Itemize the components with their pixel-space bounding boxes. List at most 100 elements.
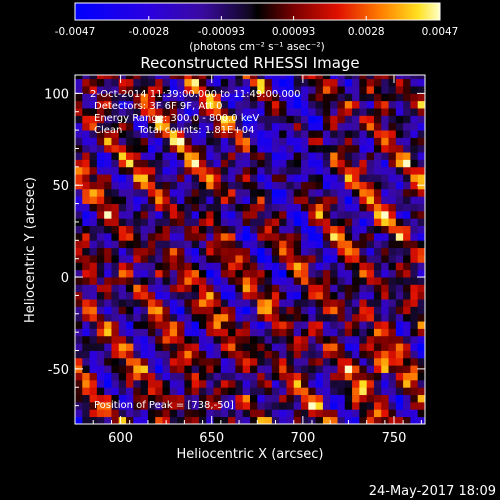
- heatmap-cell: [111, 152, 120, 160]
- heatmap-cell: [257, 284, 265, 293]
- heatmap-cell: [118, 387, 127, 396]
- heatmap-cell: [155, 306, 163, 315]
- heatmap-cell: [344, 343, 353, 351]
- heatmap-cell: [126, 394, 134, 403]
- heatmap-cell: [330, 379, 338, 388]
- heatmap-cell: [75, 78, 83, 87]
- heatmap-cell: [191, 379, 200, 388]
- heatmap-cell: [286, 387, 295, 396]
- heatmap-cell: [220, 144, 229, 153]
- heatmap-cell: [373, 255, 382, 263]
- heatmap-cell: [286, 93, 295, 102]
- heatmap-cell: [264, 357, 273, 366]
- heatmap-cell: [279, 416, 287, 424]
- heatmap-cell: [381, 78, 389, 87]
- heatmap-cell: [264, 137, 273, 146]
- heatmap-cell: [213, 196, 222, 204]
- heatmap-cell: [279, 299, 287, 307]
- heatmap-cell: [395, 277, 404, 285]
- heatmap-cell: [403, 394, 411, 403]
- heatmap-cell: [75, 313, 83, 322]
- heatmap-cell: [220, 100, 229, 109]
- heatmap-cell: [191, 335, 200, 344]
- heatmap-cell: [403, 321, 411, 329]
- heatmap-cell: [162, 277, 171, 285]
- heatmap-cell: [126, 306, 134, 315]
- heatmap-cell: [301, 269, 309, 278]
- heatmap-cell: [257, 218, 265, 227]
- heatmap-cell: [89, 100, 98, 109]
- heatmap-cell: [89, 291, 98, 300]
- heatmap-cell: [322, 350, 331, 359]
- heatmap-cell: [322, 409, 331, 418]
- heatmap-cell: [96, 291, 105, 300]
- heatmap-cell: [177, 394, 185, 403]
- heatmap-cell: [308, 225, 317, 234]
- heatmap-cell: [315, 159, 324, 168]
- heatmap-cell: [301, 255, 309, 263]
- heatmap-cell: [184, 232, 193, 241]
- heatmap-cell: [140, 379, 149, 388]
- heatmap-cell: [330, 299, 338, 307]
- heatmap-cell: [403, 277, 411, 285]
- heatmap-cell: [96, 262, 105, 271]
- heatmap-cell: [410, 188, 419, 197]
- heatmap-cell: [133, 321, 142, 329]
- heatmap-cell: [344, 75, 353, 80]
- heatmap-cell: [322, 387, 331, 396]
- heatmap-cell: [235, 350, 244, 359]
- heatmap-cell: [155, 409, 163, 418]
- heatmap-cell: [220, 416, 229, 424]
- heatmap-cell: [337, 144, 346, 153]
- heatmap-cell: [191, 387, 200, 396]
- colorbar-tick-label: -0.0047: [55, 26, 96, 38]
- heatmap-cell: [410, 225, 419, 234]
- heatmap-cell: [242, 225, 251, 234]
- heatmap-cell: [213, 108, 222, 116]
- heatmap-cell: [293, 144, 302, 153]
- heatmap-cell: [89, 262, 98, 271]
- heatmap-cell: [177, 93, 185, 102]
- heatmap-cell: [206, 350, 214, 359]
- heatmap-cell: [133, 152, 142, 160]
- heatmap-cell: [96, 152, 105, 160]
- heatmap-cell: [213, 240, 222, 249]
- heatmap-cell: [315, 379, 324, 388]
- heatmap-cell: [228, 100, 236, 109]
- heatmap-cell: [344, 365, 353, 373]
- heatmap-cell: [301, 387, 309, 396]
- heatmap-cell: [191, 269, 200, 278]
- heatmap-cell: [403, 269, 411, 278]
- heatmap-cell: [257, 174, 265, 182]
- heatmap-cell: [373, 321, 382, 329]
- heatmap-cell: [147, 299, 156, 307]
- heatmap-cell: [177, 379, 185, 388]
- heatmap-cell: [177, 108, 185, 116]
- heatmap-cell: [337, 218, 346, 227]
- y-tick-label: 0: [61, 271, 69, 286]
- heatmap-cell: [330, 284, 338, 293]
- heatmap-cell: [235, 321, 244, 329]
- heatmap-cell: [118, 174, 127, 182]
- heatmap-cell: [89, 299, 98, 307]
- heatmap-cell: [162, 240, 171, 249]
- heatmap-cell: [344, 232, 353, 241]
- heatmap-cell: [250, 240, 258, 249]
- heatmap-cell: [184, 225, 193, 234]
- heatmap-cell: [191, 232, 200, 241]
- heatmap-cell: [337, 299, 346, 307]
- heatmap-cell: [177, 416, 185, 424]
- heatmap-cell: [257, 166, 265, 175]
- heatmap-cell: [198, 255, 207, 263]
- heatmap-cell: [162, 379, 171, 388]
- heatmap-cell: [169, 328, 178, 337]
- heatmap-cell: [184, 86, 193, 94]
- heatmap-cell: [257, 152, 265, 160]
- heatmap-cell: [198, 401, 207, 410]
- heatmap-cell: [366, 387, 375, 396]
- heatmap-cell: [206, 321, 214, 329]
- heatmap-cell: [104, 321, 112, 329]
- heatmap-cell: [169, 416, 178, 424]
- heatmap-cell: [410, 108, 419, 116]
- heatmap-cell: [264, 86, 273, 94]
